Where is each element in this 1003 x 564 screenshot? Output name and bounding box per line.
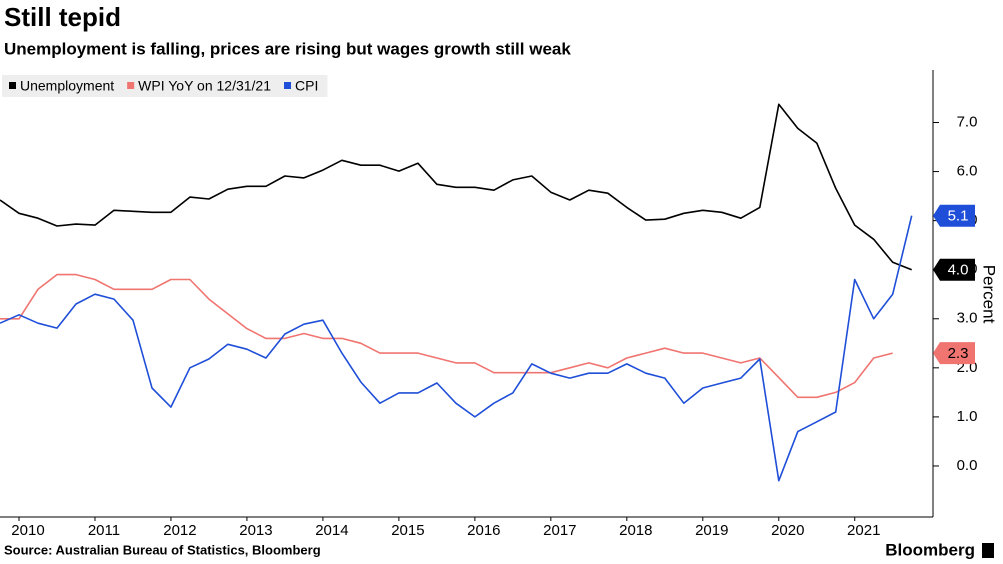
end-label: 5.1 xyxy=(948,208,969,225)
series-line xyxy=(0,103,912,271)
x-tick-label: 2021 xyxy=(847,522,880,539)
end-label-tag xyxy=(933,342,975,365)
x-tick-label: 2011 xyxy=(88,522,120,539)
legend-swatch xyxy=(127,82,135,89)
legend: Unemployment WPI YoY on 12/31/21 CPI xyxy=(2,75,328,97)
y-axis-label: Percent xyxy=(980,265,999,324)
legend-swatch xyxy=(9,82,16,89)
brand-icon xyxy=(982,543,994,558)
x-tick-label: 2013 xyxy=(239,522,272,539)
x-tick-label: 2014 xyxy=(315,522,348,539)
series-line xyxy=(0,215,913,482)
y-tick-label: 7.0 xyxy=(957,113,978,130)
legend-label: WPI YoY on 12/31/21 xyxy=(138,78,271,94)
end-label: 4.0 xyxy=(948,262,969,279)
legend-background xyxy=(2,75,328,97)
legend-swatch xyxy=(284,82,292,89)
x-tick-label: 2018 xyxy=(619,522,652,539)
series-line xyxy=(0,273,893,399)
source-note: Source: Australian Bureau of Statistics,… xyxy=(4,542,321,557)
chart-title: Still tepid xyxy=(4,2,121,32)
y-tick-label: 1.0 xyxy=(957,408,978,425)
x-tick-label: 2012 xyxy=(163,522,196,539)
end-label-tag xyxy=(933,204,975,227)
x-tick-label: 2019 xyxy=(695,522,728,539)
x-tick-label: 2017 xyxy=(543,522,576,539)
y-tick-label: 0.0 xyxy=(957,457,978,474)
end-label-tag xyxy=(933,258,975,281)
brand: Bloomberg xyxy=(885,540,975,559)
end-label: 2.3 xyxy=(948,345,969,362)
x-tick-label: 2010 xyxy=(11,522,44,539)
x-tick-label: 2016 xyxy=(467,522,500,539)
chart-subtitle: Unemployment is falling, prices are risi… xyxy=(4,39,571,58)
y-tick-label: 3.0 xyxy=(957,310,978,327)
y-tick-label: 6.0 xyxy=(957,163,978,180)
legend-label: CPI xyxy=(295,78,318,94)
x-tick-label: 2015 xyxy=(391,522,424,539)
x-tick-label: 2020 xyxy=(771,522,804,539)
legend-label: Unemployment xyxy=(20,78,114,94)
